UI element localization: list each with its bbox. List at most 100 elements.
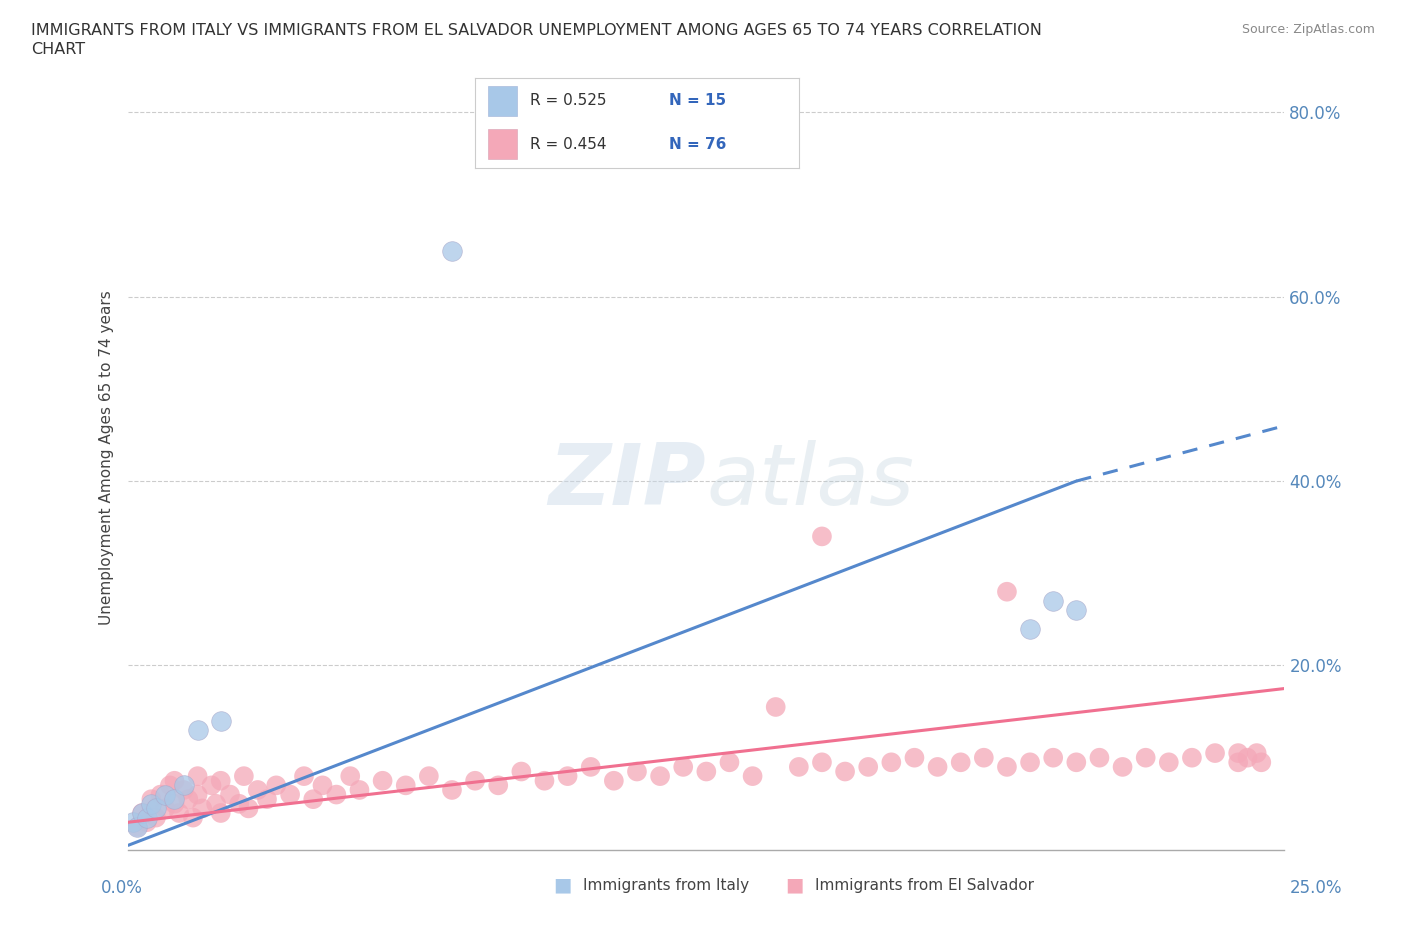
Point xyxy=(1227,755,1250,770)
Point xyxy=(349,782,371,797)
Point xyxy=(557,769,579,784)
Point xyxy=(131,805,153,820)
Point xyxy=(181,810,204,825)
Point xyxy=(127,819,149,834)
Text: 25.0%: 25.0% xyxy=(1291,879,1343,897)
Point xyxy=(1066,755,1088,770)
Point xyxy=(1042,593,1064,608)
Point xyxy=(149,787,172,802)
Point xyxy=(1111,760,1133,775)
Point xyxy=(510,764,533,779)
Point xyxy=(205,796,228,811)
Text: ■: ■ xyxy=(553,876,572,895)
Point xyxy=(145,810,167,825)
Point xyxy=(1019,621,1042,636)
Point xyxy=(145,801,167,816)
Text: CHART: CHART xyxy=(31,42,84,57)
Point xyxy=(209,713,232,728)
Point xyxy=(395,777,418,792)
Point xyxy=(648,769,671,784)
Text: ■: ■ xyxy=(785,876,804,895)
Point xyxy=(232,769,254,784)
Point xyxy=(209,774,232,789)
Point xyxy=(1250,755,1272,770)
Point xyxy=(191,801,214,816)
Point xyxy=(672,760,695,775)
Y-axis label: Unemployment Among Ages 65 to 74 years: Unemployment Among Ages 65 to 74 years xyxy=(100,291,114,625)
Point xyxy=(765,699,787,714)
Point xyxy=(159,777,181,792)
Point xyxy=(811,529,834,544)
Point xyxy=(995,584,1018,599)
Text: Immigrants from El Salvador: Immigrants from El Salvador xyxy=(815,878,1035,893)
Point xyxy=(811,755,834,770)
Point xyxy=(440,782,463,797)
Text: Immigrants from Italy: Immigrants from Italy xyxy=(583,878,749,893)
Point xyxy=(995,760,1018,775)
Point xyxy=(1019,755,1042,770)
Point xyxy=(1181,751,1204,765)
Point xyxy=(533,774,555,789)
Point xyxy=(141,796,163,811)
Point xyxy=(173,782,195,797)
Point xyxy=(1157,755,1180,770)
Point xyxy=(311,777,333,792)
Point xyxy=(246,782,269,797)
Point xyxy=(292,769,315,784)
Point xyxy=(131,805,153,820)
Point xyxy=(464,774,486,789)
Text: Source: ZipAtlas.com: Source: ZipAtlas.com xyxy=(1241,23,1375,36)
Point xyxy=(1088,751,1111,765)
Point xyxy=(856,760,879,775)
Point xyxy=(187,787,209,802)
Point xyxy=(256,791,278,806)
Text: 0.0%: 0.0% xyxy=(101,879,143,897)
Point xyxy=(834,764,856,779)
Point xyxy=(177,791,200,806)
Point xyxy=(973,751,995,765)
Point xyxy=(155,801,177,816)
Point xyxy=(187,723,209,737)
Point xyxy=(1204,746,1226,761)
Point xyxy=(278,787,301,802)
Point xyxy=(122,815,145,830)
Point xyxy=(163,791,186,806)
Point xyxy=(339,769,361,784)
Point xyxy=(626,764,648,779)
Point xyxy=(1236,751,1258,765)
Point xyxy=(325,787,347,802)
Text: ZIP: ZIP xyxy=(548,440,706,523)
Point xyxy=(163,774,186,789)
Point xyxy=(903,751,925,765)
Point xyxy=(1042,751,1064,765)
Point xyxy=(200,777,222,792)
Point xyxy=(141,791,163,806)
Point xyxy=(486,777,509,792)
Point xyxy=(173,777,195,792)
Point xyxy=(1135,751,1157,765)
Point xyxy=(302,791,325,806)
Point xyxy=(167,805,190,820)
Point xyxy=(695,764,717,779)
Point xyxy=(1227,746,1250,761)
Point xyxy=(880,755,903,770)
Point xyxy=(949,755,972,770)
Point xyxy=(1066,603,1088,618)
Point xyxy=(603,774,626,789)
Point xyxy=(135,810,157,825)
Point xyxy=(127,819,149,834)
Point xyxy=(219,787,242,802)
Point xyxy=(228,796,250,811)
Point xyxy=(440,243,463,258)
Point xyxy=(787,760,810,775)
Point xyxy=(718,755,741,770)
Point xyxy=(418,769,440,784)
Point xyxy=(741,769,763,784)
Point xyxy=(579,760,602,775)
Text: IMMIGRANTS FROM ITALY VS IMMIGRANTS FROM EL SALVADOR UNEMPLOYMENT AMONG AGES 65 : IMMIGRANTS FROM ITALY VS IMMIGRANTS FROM… xyxy=(31,23,1042,38)
Point xyxy=(264,777,287,792)
Point xyxy=(238,801,260,816)
Point xyxy=(187,769,209,784)
Point xyxy=(1246,746,1268,761)
Point xyxy=(209,805,232,820)
